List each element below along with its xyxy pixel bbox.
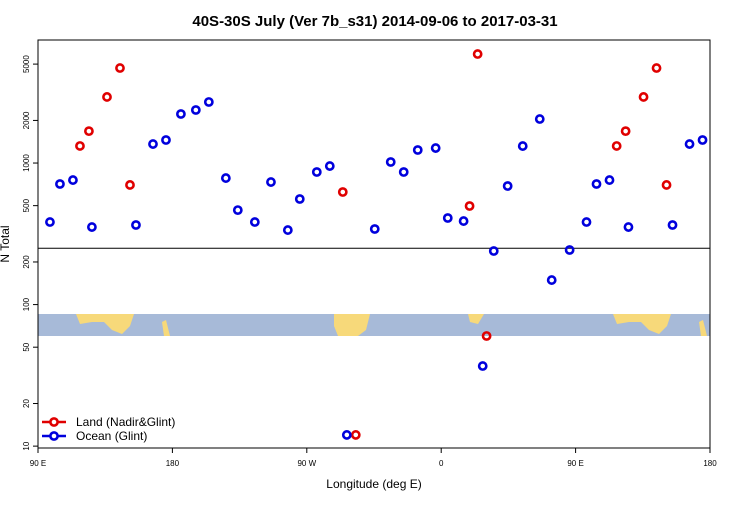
point [620,126,631,137]
x-axis-label: Longitude (deg E) [326,477,421,491]
point [385,157,396,167]
y-tick-label: 10 [22,441,31,450]
chart-title: 40S-30S July (Ver 7b_s31) 2014-09-06 to … [192,13,557,30]
point [87,222,97,232]
plot-frame [37,39,711,449]
point [176,109,186,119]
point [311,167,322,177]
land [334,314,370,336]
point [623,222,634,232]
y-tick-label: 500 [22,198,31,212]
point [102,92,112,102]
point [398,167,409,177]
point [517,141,528,151]
y-tick-label: 20 [22,399,31,408]
point [337,187,348,197]
point [220,173,231,183]
x-tick-label: 0 [439,459,444,468]
x-tick-label: 90 W [297,459,316,468]
point [611,141,622,151]
point [488,246,499,256]
y-tick-label: 50 [22,342,31,351]
point [148,139,158,149]
legend-label: Land (Nadir&Glint) [76,415,175,429]
point [125,180,135,190]
point [55,179,65,189]
y-tick-label: 5000 [22,55,31,73]
point [324,161,335,171]
point [638,92,649,102]
point [115,63,125,73]
x-tick-label: 90 E [30,459,46,468]
land [76,314,134,334]
point [430,143,441,153]
y-tick-label: 200 [22,255,31,269]
y-axis-label: N Total [0,225,12,262]
point [581,217,592,227]
point [502,181,513,191]
ocean-band [38,314,710,336]
point [203,97,214,107]
point [604,175,615,185]
point [591,179,602,189]
x-tick-label: 90 E [567,459,583,468]
land [613,314,671,334]
land [162,320,170,336]
legend-marker [49,417,59,427]
point [190,105,201,115]
point [667,220,678,230]
map-strip [38,314,710,336]
point [564,245,575,255]
point [84,126,94,137]
point [249,217,260,227]
point [472,49,483,59]
point [546,275,557,285]
point [412,145,423,155]
point [68,175,78,185]
point [464,201,475,211]
point [350,430,361,440]
point [45,217,55,227]
point [442,213,453,223]
y-tick-label: 100 [22,297,31,311]
point [477,361,488,371]
point [458,216,469,226]
point [282,225,293,235]
point [161,135,171,145]
point [266,177,276,187]
y-tick-label: 2000 [22,111,31,129]
point [75,141,85,151]
point [341,430,352,440]
point [294,194,305,204]
x-tick-label: 180 [166,459,180,468]
point [697,135,708,145]
point [481,331,492,341]
land [699,320,707,336]
point [131,220,141,230]
point [369,224,380,234]
point [232,205,243,216]
point [534,114,545,124]
x-tick-label: 180 [703,459,717,468]
legend-label: Ocean (Glint) [76,429,147,443]
point [651,63,662,73]
y-tick-label: 1000 [22,154,31,172]
legend-marker [49,431,59,441]
land [468,314,484,324]
point [684,139,695,149]
point [661,180,672,190]
